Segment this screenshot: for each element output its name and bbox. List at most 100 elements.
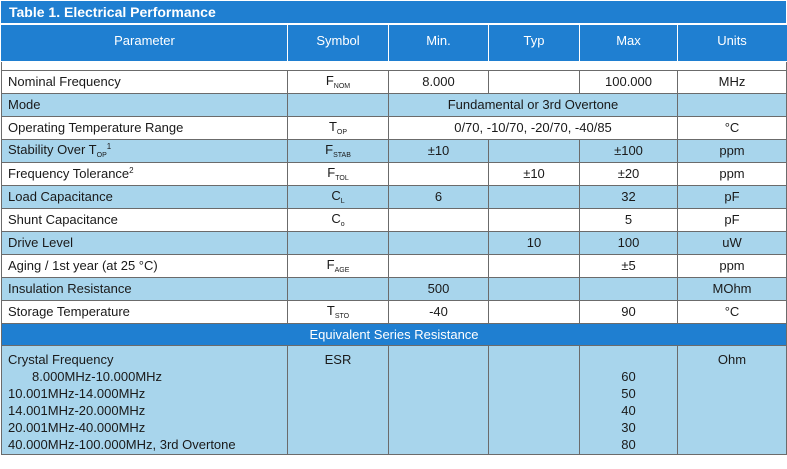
param-cell: Drive Level (1, 230, 288, 255)
symbol-cell: Co (287, 207, 389, 232)
param-cell: Operating Temperature Range (1, 115, 288, 140)
esr-max-value: 60 (621, 368, 636, 384)
header-min: Min. (388, 25, 489, 62)
esr-max-value: 30 (621, 419, 636, 435)
units-cell: pF (677, 207, 787, 232)
esr-block: Crystal Frequency 8.000MHz-10.000MHz 10.… (1, 344, 787, 455)
typ-cell (488, 207, 580, 232)
table-row: Frequency Tolerance2 FTOL ±10 ±20 ppm (1, 161, 787, 186)
esr-typ-cell (488, 344, 580, 455)
min-cell: -40 (388, 299, 489, 324)
header-parameter: Parameter (1, 25, 288, 62)
min-cell: 6 (388, 184, 489, 209)
param-cell: Stability Over TOP1 (1, 138, 288, 163)
units-cell: uW (677, 230, 787, 255)
spec-table: Parameter Symbol Min. Typ Max Units Nomi… (1, 25, 787, 455)
table-row: Drive Level 10 100 uW (1, 230, 787, 255)
table-row: Stability Over TOP1 FSTAB ±10 ±100 ppm (1, 138, 787, 163)
param-cell: Storage Temperature (1, 299, 288, 324)
header-symbol: Symbol (287, 25, 389, 62)
table-row: Load Capacitance CL 6 32 pF (1, 184, 787, 209)
symbol-cell: TOP (287, 115, 389, 140)
param-cell: Shunt Capacitance (1, 207, 288, 232)
esr-range: 10.001MHz-14.000MHz (8, 385, 146, 401)
min-cell: ±10 (388, 138, 489, 163)
esr-symbol-cell: ESR (287, 344, 389, 455)
symbol-cell: TSTO (287, 299, 389, 324)
symbol-cell: FSTAB (287, 138, 389, 163)
units-cell: ppm (677, 253, 787, 278)
span-value-cell: Fundamental or 3rd Overtone (388, 92, 678, 117)
header-row: Parameter Symbol Min. Typ Max Units (1, 25, 787, 62)
units-cell: MHz (677, 69, 787, 94)
param-cell: Insulation Resistance (1, 276, 288, 301)
table-row: Operating Temperature Range TOP 0/70, -1… (1, 115, 787, 140)
max-cell: 100 (579, 230, 678, 255)
esr-max-value: 80 (621, 436, 636, 452)
units-cell: ppm (677, 138, 787, 163)
esr-range: 14.001MHz-20.000MHz (8, 402, 146, 418)
param-cell: Mode (1, 92, 288, 117)
esr-range: 20.001MHz-40.000MHz (8, 419, 146, 435)
typ-cell (488, 138, 580, 163)
min-cell (388, 230, 489, 255)
table-title: Table 1. Electrical Performance (1, 1, 786, 23)
esr-max-value: 50 (621, 385, 636, 401)
units-cell: °C (677, 115, 787, 140)
esr-min-cell (388, 344, 489, 455)
header-typ: Typ (488, 25, 580, 62)
header-units: Units (677, 25, 787, 62)
table-row: Aging / 1st year (at 25 °C) FAGE ±5 ppm (1, 253, 787, 278)
symbol-cell (287, 230, 389, 255)
table-row: Shunt Capacitance Co 5 pF (1, 207, 787, 232)
param-cell: Frequency Tolerance2 (1, 161, 288, 186)
esr-label: Crystal Frequency (8, 351, 114, 367)
table-row: Nominal Frequency FNOM 8.000 100.000 MHz (1, 69, 787, 94)
units-cell (677, 92, 787, 117)
units-cell: ppm (677, 161, 787, 186)
header-max: Max (579, 25, 678, 62)
symbol-cell: FAGE (287, 253, 389, 278)
span-value-cell: 0/70, -10/70, -20/70, -40/85 (388, 115, 678, 140)
symbol-cell: FNOM (287, 69, 389, 94)
esr-units-cell: Ohm (677, 344, 787, 455)
units-cell: pF (677, 184, 787, 209)
typ-cell (488, 253, 580, 278)
max-cell: 5 (579, 207, 678, 232)
esr-range: 40.000MHz-100.000MHz, 3rd Overtone (8, 436, 236, 452)
typ-cell: ±10 (488, 161, 580, 186)
table-row: Insulation Resistance 500 MOhm (1, 276, 787, 301)
typ-cell: 10 (488, 230, 580, 255)
max-cell: 32 (579, 184, 678, 209)
typ-cell (488, 276, 580, 301)
esr-section-title: Equivalent Series Resistance (1, 322, 787, 346)
min-cell: 8.000 (388, 69, 489, 94)
units-cell: MOhm (677, 276, 787, 301)
typ-cell (488, 184, 580, 209)
symbol-cell (287, 276, 389, 301)
min-cell (388, 207, 489, 232)
param-cell: Nominal Frequency (1, 69, 288, 94)
esr-range: 8.000MHz-10.000MHz (32, 368, 163, 384)
esr-units: Ohm (717, 351, 747, 367)
table-row: Storage Temperature TSTO -40 90 °C (1, 299, 787, 324)
param-cell: Load Capacitance (1, 184, 288, 209)
units-cell: °C (677, 299, 787, 324)
esr-symbol: ESR (324, 351, 352, 367)
min-cell (388, 253, 489, 278)
esr-parameter-cell: Crystal Frequency 8.000MHz-10.000MHz 10.… (1, 344, 288, 455)
symbol-cell (287, 92, 389, 117)
table-row: Mode Fundamental or 3rd Overtone (1, 92, 787, 117)
max-cell (579, 276, 678, 301)
param-cell: Aging / 1st year (at 25 °C) (1, 253, 288, 278)
esr-max-value: 40 (621, 402, 636, 418)
symbol-cell: CL (287, 184, 389, 209)
typ-cell (488, 69, 580, 94)
max-cell: 90 (579, 299, 678, 324)
esr-section-header: Equivalent Series Resistance (1, 322, 787, 346)
max-cell: ±5 (579, 253, 678, 278)
max-cell: ±20 (579, 161, 678, 186)
min-cell (388, 161, 489, 186)
esr-max-cell: 60 50 40 30 80 (579, 344, 678, 455)
typ-cell (488, 299, 580, 324)
